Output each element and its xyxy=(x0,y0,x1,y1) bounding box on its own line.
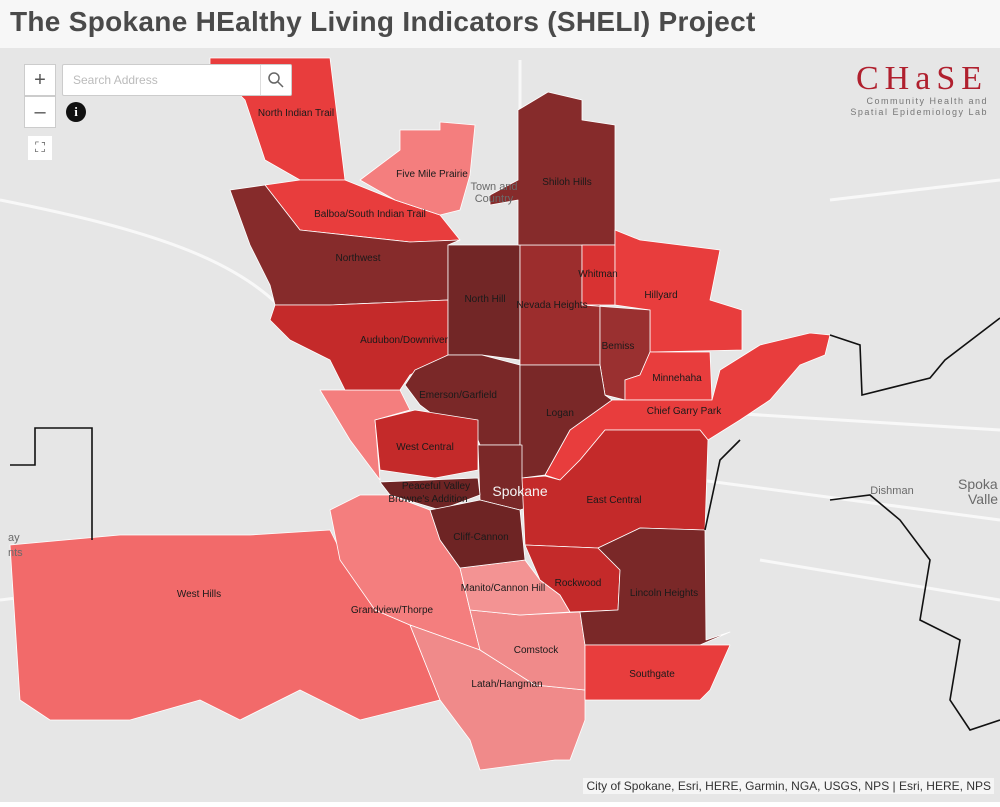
neighborhood-label: Hillyard xyxy=(644,290,677,301)
neighborhood-polygons xyxy=(9,57,831,771)
search-icon xyxy=(268,72,284,88)
city-boundaries xyxy=(10,317,1000,731)
neighborhood-label: Bemiss xyxy=(602,341,635,352)
neighborhood-label: Grandview/Thorpe xyxy=(351,605,434,616)
neighborhood-label: Emerson/Garfield xyxy=(419,390,497,401)
neighborhood-label: Whitman xyxy=(578,269,617,280)
neighborhood-label: West Central xyxy=(396,442,454,453)
place-label: Valle xyxy=(968,491,998,507)
neighborhood-label: Audubon/Downriver xyxy=(360,335,448,346)
search-button[interactable] xyxy=(260,65,291,95)
search-placeholder: Search Address xyxy=(73,73,158,87)
search-box[interactable]: Search Address xyxy=(62,64,292,96)
place-label: Country xyxy=(475,193,514,205)
neighborhood-label: Lincoln Heights xyxy=(630,588,698,599)
map-canvas: North Indian Trail Five Mile Prairie Shi… xyxy=(0,48,1000,802)
logo-name: CHaSE xyxy=(856,60,988,97)
logo-line: Community Health and xyxy=(866,96,988,106)
neighborhood-label: Minnehaha xyxy=(652,373,702,384)
neighborhood-label: West Hills xyxy=(177,589,221,600)
place-label: ay xyxy=(8,532,20,544)
attribution: City of Spokane, Esri, HERE, Garmin, NGA… xyxy=(583,778,994,794)
page-title: The Spokane HEalthy Living Indicators (S… xyxy=(10,6,756,37)
info-button[interactable]: i xyxy=(66,102,86,122)
fullscreen-button[interactable]: ⛶ xyxy=(28,136,52,160)
map[interactable]: North Indian Trail Five Mile Prairie Shi… xyxy=(0,48,1000,802)
place-label: Town and xyxy=(470,181,517,193)
neighborhood-label: Logan xyxy=(546,408,574,419)
neighborhood-label: Latah/Hangman xyxy=(471,679,542,690)
neighborhood-label: Rockwood xyxy=(555,578,602,589)
neighborhood-label: Cliff-Cannon xyxy=(453,532,508,543)
logo-line: Spatial Epidemiology Lab xyxy=(850,107,988,117)
neighborhood-label: Comstock xyxy=(514,645,559,656)
place-label: Spoka xyxy=(958,476,998,492)
neighborhood-label: Balboa/South Indian Trail xyxy=(314,209,426,220)
neighborhood-label: Southgate xyxy=(629,669,675,680)
neighborhood-label: Manito/Cannon Hill xyxy=(461,583,546,594)
neighborhood-label: Chief Garry Park xyxy=(647,406,722,417)
place-label: Spokane xyxy=(492,483,547,499)
neighborhood-label: North Hill xyxy=(464,294,505,305)
place-labels: Town and Country Spokane Dishman Spoka V… xyxy=(8,181,998,559)
place-label: Dishman xyxy=(870,485,913,497)
neighborhood-label: Peaceful Valley xyxy=(402,481,470,492)
neighborhood-label: Browne's Addition xyxy=(388,494,467,505)
logo: CHaSE Community Health and Spatial Epide… xyxy=(818,62,988,118)
neighborhood-label: North Indian Trail xyxy=(258,108,334,119)
neighborhood-label: East Central xyxy=(586,495,641,506)
zoom-out-button[interactable]: – xyxy=(24,96,56,128)
header: The Spokane HEalthy Living Indicators (S… xyxy=(0,0,1000,49)
neighborhood-label: Shiloh Hills xyxy=(542,177,591,188)
neighborhood-label: Five Mile Prairie xyxy=(396,169,468,180)
zoom-in-button[interactable]: + xyxy=(24,64,56,96)
place-label: nts xyxy=(8,547,23,559)
neighborhood-labels: North Indian Trail Five Mile Prairie Shi… xyxy=(177,108,722,690)
neighborhood-label: Northwest xyxy=(335,253,380,264)
neighborhood-label: Nevada Heights xyxy=(516,300,587,311)
